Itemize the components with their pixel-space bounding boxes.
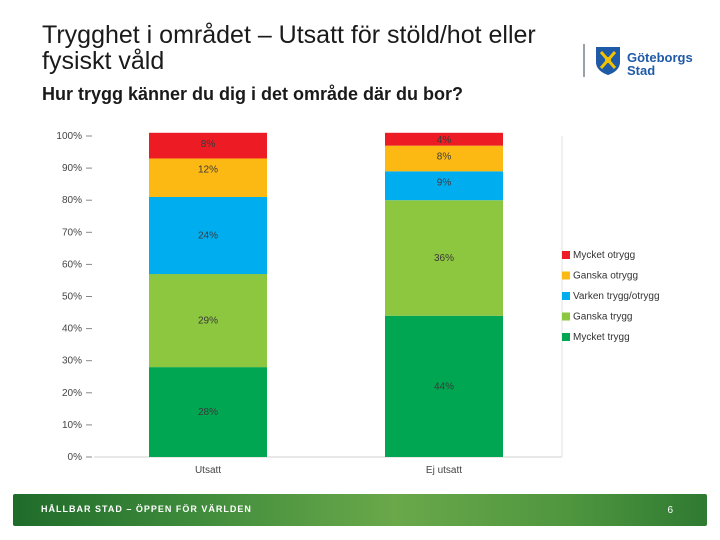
legend-swatch [562, 312, 570, 321]
logo-name-line2: Stad [627, 63, 656, 78]
bar-segment [149, 274, 267, 368]
y-tick-label: 10% [62, 420, 82, 431]
legend-label: Mycket trygg [573, 332, 630, 343]
data-label: 28% [198, 407, 218, 418]
bar-segment [385, 315, 503, 457]
data-label: 44% [434, 381, 454, 392]
x-tick-label: Utsatt [195, 465, 221, 476]
x-tick-label: Ej utsatt [426, 465, 462, 476]
data-label: 9% [437, 177, 452, 188]
bar-segment [149, 132, 267, 159]
legend-swatch [562, 271, 570, 280]
legend-label: Mycket otrygg [573, 250, 635, 261]
stacked-bar-chart: 0% 10% 20% 30% 40% 50% 60% 70% 80% 90% 100% 28% 29% 2… [56, 131, 660, 476]
data-label: 36% [434, 253, 454, 264]
bar-segment [149, 367, 267, 457]
legend-label: Ganska otrygg [573, 271, 638, 282]
logo-name: Göteborgs Stad [627, 51, 693, 77]
data-label: 8% [437, 152, 452, 163]
y-tick-label: 50% [62, 292, 82, 303]
data-label: 8% [201, 139, 216, 150]
y-tick-label: 100% [56, 131, 82, 142]
data-label: 24% [198, 231, 218, 242]
bar-segment [385, 145, 503, 172]
y-tick-label: 40% [62, 324, 82, 335]
y-tick-label: 30% [62, 356, 82, 367]
city-emblem-icon [596, 47, 620, 75]
slide-title: Trygghet i området – Utsatt för stöld/ho… [42, 21, 536, 75]
data-label: 4% [437, 135, 452, 146]
legend-swatch [562, 333, 570, 341]
legend-swatch [562, 251, 570, 259]
y-tick-label: 0% [68, 452, 83, 463]
footer-slogan: HÅLLBAR STAD – ÖPPEN FÖR VÄRLDEN [41, 504, 252, 514]
logo-name-line1: Göteborgs [627, 50, 693, 65]
y-tick-label: 90% [62, 163, 82, 174]
legend-label: Ganska trygg [573, 312, 632, 323]
y-tick-label: 20% [62, 388, 82, 399]
bar-segment [385, 200, 503, 316]
y-tick-label: 80% [62, 195, 82, 206]
data-label: 12% [198, 164, 218, 175]
bar-segment [385, 132, 503, 146]
city-logo: Göteborgs Stad [583, 44, 703, 80]
y-tick-label: 70% [62, 227, 82, 238]
bar-segment [149, 158, 267, 197]
bar-segment [149, 196, 267, 275]
data-label: 29% [198, 316, 218, 327]
slide-subtitle: Hur trygg känner du dig i det område där… [42, 84, 464, 104]
page-number: 6 [667, 505, 673, 516]
footer-banner: HÅLLBAR STAD – ÖPPEN FÖR VÄRLDEN 6 [13, 494, 707, 526]
legend-swatch [562, 292, 570, 300]
bar-segment [385, 171, 503, 201]
logo-separator [583, 44, 585, 77]
y-tick-label: 60% [62, 259, 82, 270]
legend-label: Varken trygg/otrygg [573, 291, 660, 302]
